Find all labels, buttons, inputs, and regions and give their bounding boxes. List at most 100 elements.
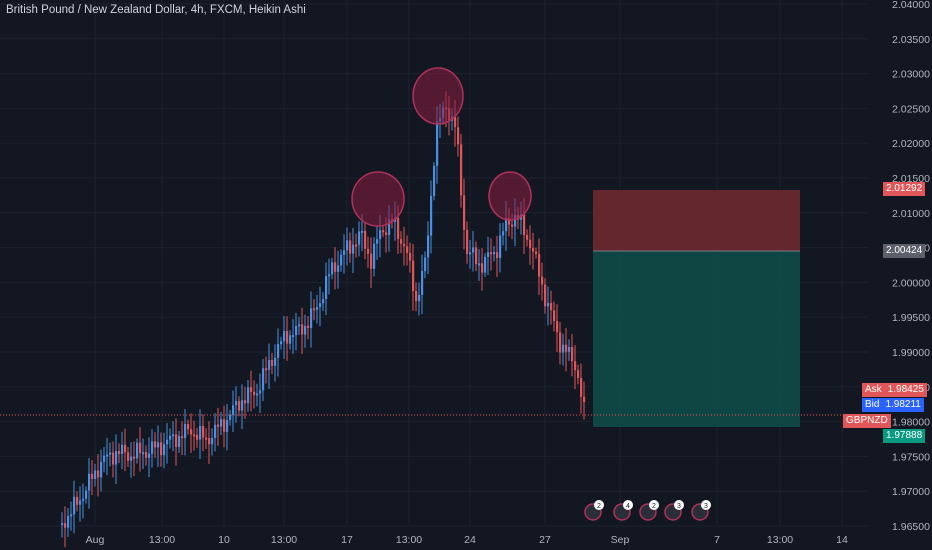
candle-body[interactable] xyxy=(232,405,235,415)
candle-body[interactable] xyxy=(463,195,466,230)
candle-body[interactable] xyxy=(388,219,391,235)
economic-event-badge[interactable]: 2 xyxy=(639,500,659,521)
candle-body[interactable] xyxy=(346,240,349,251)
candle-body[interactable] xyxy=(241,400,244,411)
candle-body[interactable] xyxy=(127,452,130,461)
candle-body[interactable] xyxy=(283,330,286,342)
candle-body[interactable] xyxy=(583,396,586,403)
candle-body[interactable] xyxy=(424,257,427,272)
candle-body[interactable] xyxy=(235,401,238,406)
candle-body[interactable] xyxy=(265,368,268,371)
candle-body[interactable] xyxy=(565,344,568,352)
candle-body[interactable] xyxy=(133,456,136,459)
candle-body[interactable] xyxy=(316,306,319,310)
candle-body[interactable] xyxy=(496,252,499,258)
candle-body[interactable] xyxy=(556,321,559,333)
candle-body[interactable] xyxy=(523,214,526,236)
candle-body[interactable] xyxy=(331,262,334,275)
candle-body[interactable] xyxy=(514,215,517,227)
candle-body[interactable] xyxy=(202,425,205,438)
candle-body[interactable] xyxy=(541,276,544,285)
candle-body[interactable] xyxy=(247,387,250,404)
candle-body[interactable] xyxy=(274,357,277,366)
right-shoulder-circle[interactable] xyxy=(488,171,532,221)
candle-body[interactable] xyxy=(157,442,160,448)
short-position-tool[interactable] xyxy=(593,190,800,427)
price-axis[interactable]: 2.040002.035002.030002.025002.020002.015… xyxy=(892,0,930,533)
candle-body[interactable] xyxy=(376,239,379,244)
candle-body[interactable] xyxy=(361,230,364,233)
candle-body[interactable] xyxy=(487,252,490,257)
candle-body[interactable] xyxy=(259,390,262,394)
candle-body[interactable] xyxy=(178,436,181,447)
candle-body[interactable] xyxy=(61,523,64,526)
candle-body[interactable] xyxy=(367,248,370,254)
candle-body[interactable] xyxy=(109,452,112,455)
candle-body[interactable] xyxy=(409,252,412,261)
candle-body[interactable] xyxy=(568,347,571,352)
candle-body[interactable] xyxy=(334,262,337,272)
candle-body[interactable] xyxy=(481,263,484,273)
candle-body[interactable] xyxy=(508,217,511,225)
candle-body[interactable] xyxy=(547,302,550,307)
candle-body[interactable] xyxy=(208,438,211,445)
candle-body[interactable] xyxy=(289,335,292,344)
candle-body[interactable] xyxy=(493,252,496,255)
candle-body[interactable] xyxy=(277,344,280,358)
candle-body[interactable] xyxy=(499,235,502,258)
candle-body[interactable] xyxy=(88,473,91,491)
candle-body[interactable] xyxy=(148,453,151,458)
candle-body[interactable] xyxy=(211,438,214,445)
candle-body[interactable] xyxy=(181,436,184,439)
economic-event-badge[interactable]: 3 xyxy=(664,500,684,521)
candle-body[interactable] xyxy=(193,434,196,437)
candle-body[interactable] xyxy=(205,437,208,440)
candle-body[interactable] xyxy=(418,294,421,302)
candle-body[interactable] xyxy=(184,424,187,438)
candle-body[interactable] xyxy=(472,247,475,253)
candle-body[interactable] xyxy=(145,452,148,458)
candle-body[interactable] xyxy=(106,454,109,457)
candle-body[interactable] xyxy=(469,252,472,255)
candle-body[interactable] xyxy=(76,496,79,505)
candle-body[interactable] xyxy=(505,217,508,232)
candle-body[interactable] xyxy=(220,419,223,427)
candle-body[interactable] xyxy=(385,232,388,235)
candle-body[interactable] xyxy=(286,330,289,344)
stop-loss-zone[interactable] xyxy=(593,190,800,251)
candle-body[interactable] xyxy=(571,347,574,362)
candle-body[interactable] xyxy=(199,425,202,440)
take-profit-zone[interactable] xyxy=(593,251,800,427)
candle-body[interactable] xyxy=(70,514,73,517)
candle-body[interactable] xyxy=(64,523,67,528)
candle-body[interactable] xyxy=(94,470,97,479)
candle-body[interactable] xyxy=(103,455,106,462)
candle-body[interactable] xyxy=(427,235,430,258)
candle-body[interactable] xyxy=(553,310,556,322)
candle-body[interactable] xyxy=(406,246,409,253)
candle-body[interactable] xyxy=(457,127,460,145)
candle-body[interactable] xyxy=(115,451,118,465)
candle-body[interactable] xyxy=(124,444,127,453)
candle-body[interactable] xyxy=(154,441,157,448)
candle-body[interactable] xyxy=(322,299,325,304)
candle-body[interactable] xyxy=(304,325,307,335)
candle-body[interactable] xyxy=(67,515,70,528)
candle-body[interactable] xyxy=(349,240,352,254)
candle-body[interactable] xyxy=(433,165,436,196)
candle-body[interactable] xyxy=(379,230,382,240)
candle-body[interactable] xyxy=(574,361,577,371)
candle-body[interactable] xyxy=(412,260,415,292)
candle-body[interactable] xyxy=(244,400,247,404)
candle-body[interactable] xyxy=(529,239,532,249)
candle-body[interactable] xyxy=(397,218,400,240)
candle-body[interactable] xyxy=(358,231,361,245)
candle-body[interactable] xyxy=(370,253,373,269)
candle-body[interactable] xyxy=(580,378,583,397)
candle-body[interactable] xyxy=(325,276,328,300)
candle-body[interactable] xyxy=(538,253,541,277)
candle-body[interactable] xyxy=(511,224,514,227)
left-shoulder-circle[interactable] xyxy=(351,171,405,227)
